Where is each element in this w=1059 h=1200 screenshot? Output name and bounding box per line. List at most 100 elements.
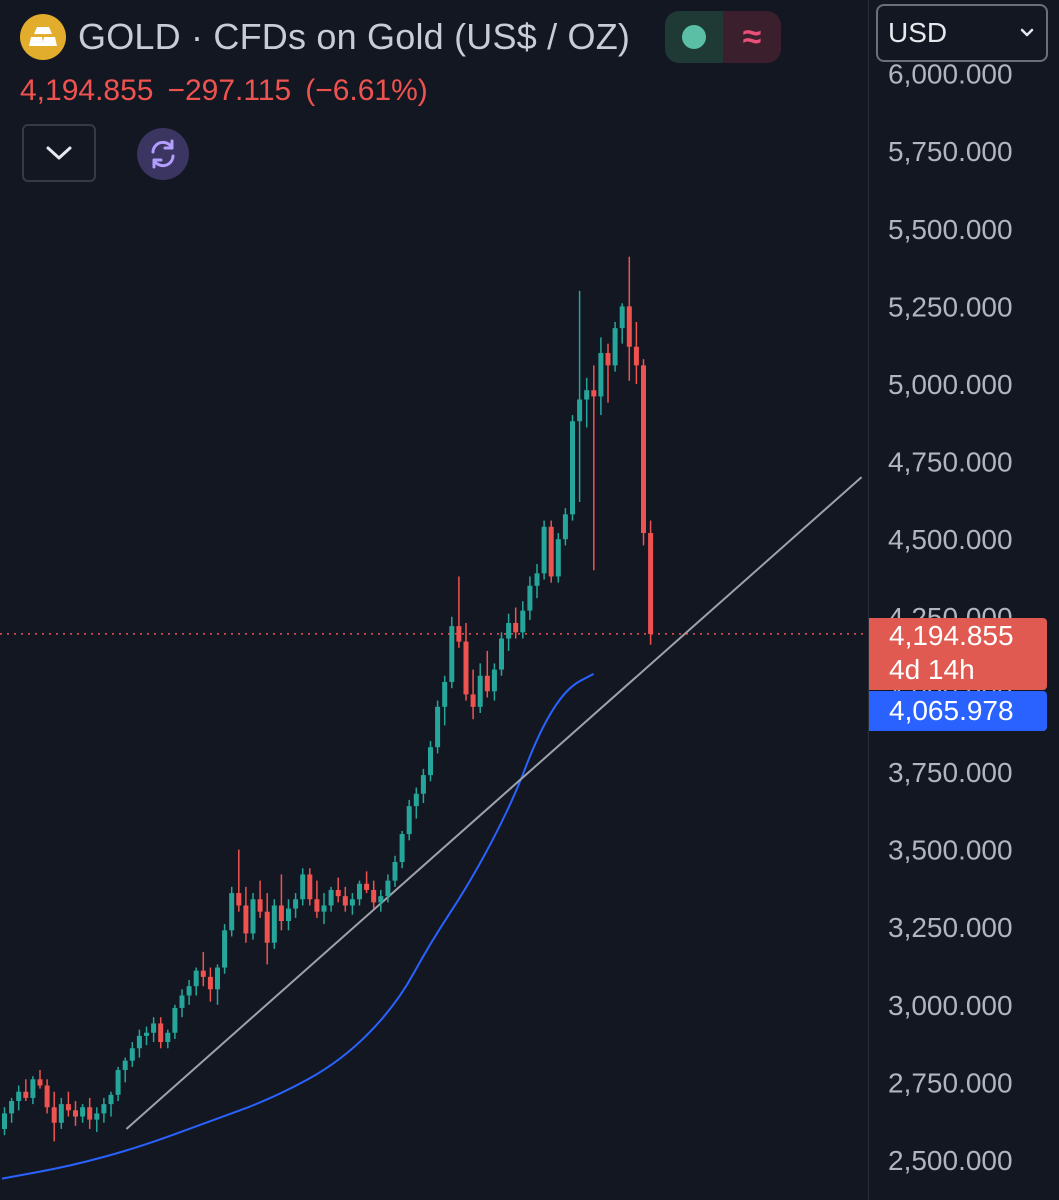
candle-body bbox=[534, 573, 540, 586]
candle bbox=[271, 899, 277, 949]
collapse-legend-button[interactable] bbox=[22, 124, 96, 182]
candle bbox=[264, 893, 270, 965]
candle-body bbox=[342, 896, 348, 906]
candle bbox=[335, 877, 341, 903]
chevron-down-icon bbox=[46, 146, 72, 160]
candle-body bbox=[357, 883, 362, 900]
candle bbox=[513, 607, 519, 639]
candle bbox=[165, 1029, 171, 1049]
candle-body bbox=[328, 889, 334, 906]
candle bbox=[243, 886, 249, 943]
candle bbox=[16, 1085, 22, 1111]
candle bbox=[101, 1097, 107, 1123]
candle bbox=[555, 532, 561, 583]
candle bbox=[364, 871, 370, 894]
last-price: 4,194.855 bbox=[20, 74, 154, 107]
candle bbox=[619, 303, 625, 344]
candle-body bbox=[598, 352, 604, 397]
candle-body bbox=[129, 1048, 135, 1061]
refresh-icon bbox=[151, 139, 175, 169]
candle bbox=[23, 1079, 29, 1102]
candle-body bbox=[278, 905, 284, 921]
market-status-pill[interactable]: ≈ bbox=[665, 11, 781, 63]
candle-body bbox=[264, 911, 270, 943]
candle-body bbox=[94, 1113, 100, 1120]
candle-body bbox=[371, 889, 377, 903]
symbol-header[interactable]: GOLD · CFDs on Gold (US$ / OZ) bbox=[20, 12, 630, 62]
candle bbox=[215, 964, 220, 1005]
candle bbox=[420, 768, 426, 804]
candle-body bbox=[87, 1107, 93, 1120]
refresh-button[interactable] bbox=[137, 128, 189, 180]
candle-body bbox=[229, 893, 235, 931]
candle-body bbox=[463, 641, 469, 695]
candle bbox=[577, 290, 583, 502]
candle-body bbox=[648, 532, 654, 634]
candle bbox=[151, 1017, 157, 1043]
candle bbox=[357, 880, 362, 906]
candle bbox=[626, 256, 632, 381]
candle bbox=[73, 1101, 78, 1126]
candle-body bbox=[548, 526, 554, 577]
y-tick-label: 5,000.000 bbox=[888, 369, 1013, 400]
candle bbox=[527, 576, 533, 620]
candle bbox=[293, 893, 299, 918]
candle-body bbox=[286, 908, 291, 921]
candle-body bbox=[555, 539, 561, 577]
last-price-tag-value: 4,194.855 bbox=[889, 620, 1014, 651]
candle bbox=[428, 740, 433, 782]
candle-body bbox=[101, 1104, 107, 1114]
candle bbox=[442, 675, 448, 726]
candle-body bbox=[2, 1113, 7, 1129]
market-open-dot-icon bbox=[682, 25, 706, 49]
candle bbox=[200, 952, 206, 987]
candle bbox=[534, 564, 540, 599]
price-axis[interactable]: 2,500.000 2,750.000 3,000.000 3,250.000 3,50… bbox=[888, 59, 1013, 1176]
candle-body bbox=[158, 1023, 164, 1043]
moving-average-layer bbox=[1, 673, 595, 1180]
candle-body bbox=[619, 306, 625, 329]
candle bbox=[562, 508, 568, 546]
axis-separator bbox=[868, 0, 869, 1200]
candle bbox=[328, 886, 334, 912]
candle bbox=[278, 874, 284, 931]
y-tick-label: 4,500.000 bbox=[888, 524, 1013, 555]
candle-body bbox=[44, 1085, 50, 1108]
candle bbox=[229, 886, 235, 937]
candle-body bbox=[641, 365, 646, 533]
candle bbox=[2, 1107, 7, 1136]
candle-body bbox=[115, 1069, 121, 1095]
candle bbox=[612, 321, 618, 372]
candle-body bbox=[385, 880, 391, 897]
candle bbox=[115, 1066, 121, 1102]
candle-body bbox=[243, 905, 249, 934]
candle-body bbox=[293, 899, 299, 909]
candle bbox=[541, 520, 547, 580]
candle-body bbox=[428, 747, 433, 776]
candle-body bbox=[378, 896, 384, 903]
candle bbox=[108, 1091, 114, 1117]
candle-body bbox=[520, 610, 526, 633]
candle-body bbox=[236, 893, 242, 906]
y-tick-label: 6,000.000 bbox=[888, 59, 1013, 90]
candle-body bbox=[30, 1079, 36, 1098]
symbol-title[interactable]: GOLD · CFDs on Gold (US$ / OZ) bbox=[78, 16, 631, 57]
candle bbox=[207, 967, 213, 1002]
candle bbox=[520, 601, 526, 639]
candle-body bbox=[51, 1107, 57, 1123]
candle-body bbox=[470, 694, 476, 707]
y-tick-label: 3,500.000 bbox=[888, 835, 1013, 866]
candle-body bbox=[491, 669, 497, 692]
trendline-layer bbox=[125, 476, 863, 1130]
candle-body bbox=[349, 899, 355, 906]
candle-body bbox=[626, 306, 632, 347]
candle-body bbox=[122, 1060, 128, 1070]
candle bbox=[321, 893, 327, 925]
chevron-down-icon bbox=[1020, 28, 1034, 37]
y-tick-label: 2,750.000 bbox=[888, 1067, 1013, 1098]
currency-select[interactable]: USD bbox=[876, 4, 1048, 62]
candle-body bbox=[9, 1101, 15, 1114]
candle-body bbox=[633, 346, 639, 366]
candle bbox=[378, 889, 384, 912]
